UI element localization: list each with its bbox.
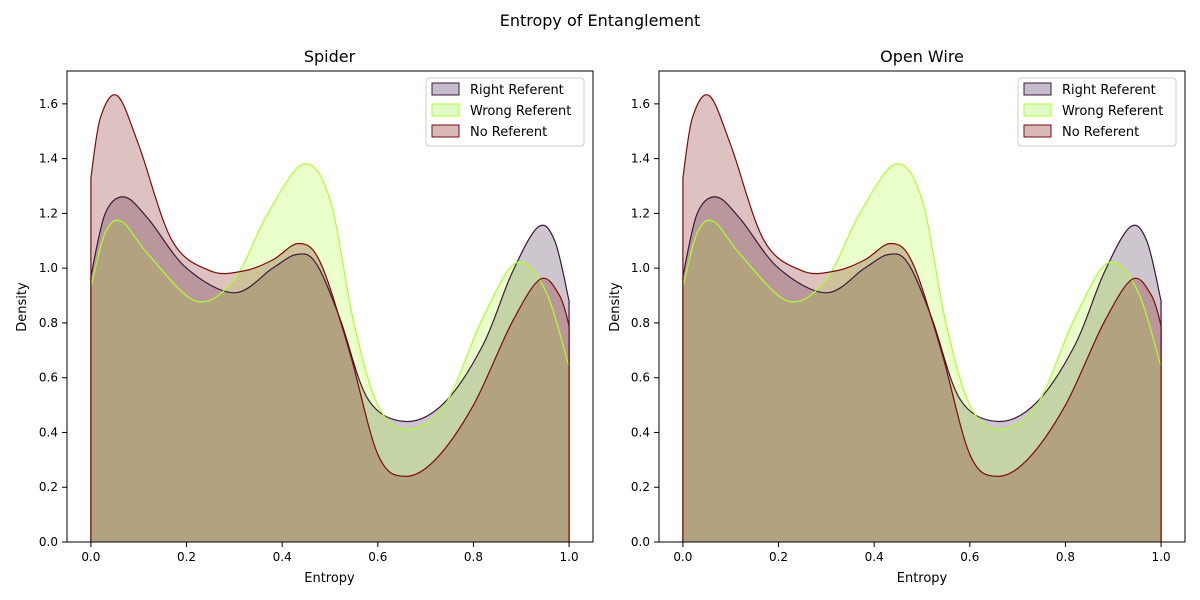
series-area-open-wire-1 xyxy=(682,196,1162,542)
subplot-open-wire: 0.0 0.2 0.4 0.6 0.8 1.0 0.0 0.2 0.4 0.6 0.8 1.0 1.2 1… xyxy=(608,47,1186,586)
legend-label-spider-2: Wrong Referent xyxy=(470,104,571,119)
y-tick-label-open-wire-6: 1.2 xyxy=(631,206,650,220)
x-tick-label-open-wire-2: 0.4 xyxy=(865,550,884,564)
legend-swatch-spider-3 xyxy=(431,124,460,138)
series-line-spider-3 xyxy=(90,94,570,542)
legend-swatch-open-wire-1 xyxy=(1023,82,1052,96)
subplot-title-open-wire: Open Wire xyxy=(880,47,964,66)
x-tick-label-open-wire-0: 0.0 xyxy=(673,550,692,564)
y-axis-label-open-wire: Density xyxy=(608,282,623,332)
figure-title: Entropy of Entanglement xyxy=(500,11,701,30)
x-tick-label-spider-2: 0.4 xyxy=(273,550,292,564)
y-tick-label-open-wire-5: 1.0 xyxy=(631,261,650,275)
series-area-spider-3 xyxy=(90,94,570,542)
x-tick-label-spider-5: 1.0 xyxy=(560,550,579,564)
y-tick-label-open-wire-8: 1.6 xyxy=(631,97,650,111)
y-tick-label-spider-1: 0.2 xyxy=(39,480,58,494)
plot-layer-open-wire: 0.0 0.2 0.4 0.6 0.8 1.0 0.0 0.2 0.4 0.6 0.8 1.0 1.2 1… xyxy=(631,70,1186,564)
x-tick-label-spider-1: 0.2 xyxy=(177,550,196,564)
axes-frame-open-wire xyxy=(658,70,1186,543)
y-axis-label-spider: Density xyxy=(15,282,30,332)
series-line-spider-1 xyxy=(90,196,570,542)
y-tick-label-open-wire-7: 1.4 xyxy=(631,152,650,166)
subplot-spider: 0.0 0.2 0.4 0.6 0.8 1.0 0.0 0.2 0.4 0.6 0.8 1.0 1.2 1… xyxy=(15,47,594,586)
subplot-title-spider: Spider xyxy=(304,47,356,66)
y-tick-label-spider-6: 1.2 xyxy=(39,206,58,220)
legend-label-open-wire-2: Wrong Referent xyxy=(1062,104,1163,119)
x-tick-label-spider-3: 0.6 xyxy=(368,550,387,564)
legend-spider: Right Referent Wrong Referent No Referent xyxy=(425,77,585,147)
x-tick-label-spider-4: 0.8 xyxy=(464,550,483,564)
y-tick-label-spider-0: 0.0 xyxy=(39,535,58,549)
x-tick-label-spider-0: 0.0 xyxy=(81,550,100,564)
series-line-open-wire-3 xyxy=(682,94,1162,542)
legend-label-open-wire-3: No Referent xyxy=(1062,125,1139,140)
plot-layer-spider: 0.0 0.2 0.4 0.6 0.8 1.0 0.0 0.2 0.4 0.6 0.8 1.0 1.2 1… xyxy=(39,70,594,564)
legend-box-spider xyxy=(425,77,585,147)
y-tick-label-spider-7: 1.4 xyxy=(39,152,58,166)
y-tick-label-open-wire-1: 0.2 xyxy=(631,480,650,494)
y-tick-label-open-wire-2: 0.4 xyxy=(631,425,650,439)
legend-label-spider-3: No Referent xyxy=(470,125,547,140)
axes-frame-spider xyxy=(66,70,594,543)
y-tick-label-spider-4: 0.8 xyxy=(39,316,58,330)
legend-swatch-open-wire-3 xyxy=(1023,124,1052,138)
series-line-open-wire-1 xyxy=(682,196,1162,542)
y-tick-label-spider-2: 0.4 xyxy=(39,425,58,439)
series-area-spider-1 xyxy=(90,196,570,542)
y-tick-label-spider-3: 0.6 xyxy=(39,371,58,385)
series-line-spider-2 xyxy=(90,163,570,542)
y-tick-label-open-wire-4: 0.8 xyxy=(631,316,650,330)
y-tick-label-spider-5: 1.0 xyxy=(39,261,58,275)
x-tick-label-open-wire-5: 1.0 xyxy=(1152,550,1171,564)
legend-label-spider-1: Right Referent xyxy=(470,83,564,98)
legend-box-open-wire xyxy=(1017,77,1177,147)
series-area-spider-2 xyxy=(90,163,570,543)
x-axis-label-spider: Entropy xyxy=(304,571,355,586)
y-tick-label-open-wire-3: 0.6 xyxy=(631,371,650,385)
x-tick-label-open-wire-4: 0.8 xyxy=(1056,550,1075,564)
legend-label-open-wire-1: Right Referent xyxy=(1062,83,1156,98)
y-tick-label-open-wire-0: 0.0 xyxy=(631,535,650,549)
series-area-open-wire-2 xyxy=(682,163,1162,543)
legend-swatch-spider-2 xyxy=(431,103,460,117)
y-tick-label-spider-8: 1.6 xyxy=(39,97,58,111)
x-tick-label-open-wire-1: 0.2 xyxy=(769,550,788,564)
x-axis-label-open-wire: Entropy xyxy=(897,571,948,586)
series-line-open-wire-2 xyxy=(682,163,1162,542)
x-tick-label-open-wire-3: 0.6 xyxy=(960,550,979,564)
legend-swatch-open-wire-2 xyxy=(1023,103,1052,117)
legend-swatch-spider-1 xyxy=(431,82,460,96)
series-area-open-wire-3 xyxy=(682,94,1162,542)
legend-open-wire: Right Referent Wrong Referent No Referent xyxy=(1017,77,1177,147)
